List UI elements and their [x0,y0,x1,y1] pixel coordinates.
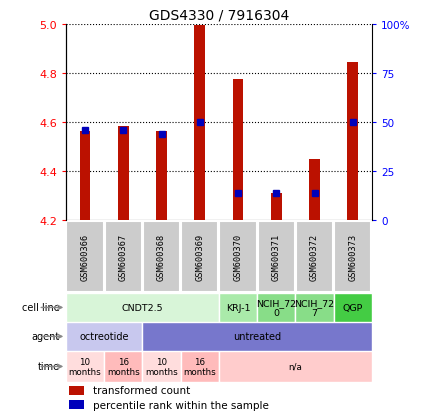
Text: GSM600368: GSM600368 [157,233,166,281]
Text: agent: agent [31,332,60,342]
Bar [219,222,257,292]
Bar [334,222,371,292]
Bar [69,400,84,409]
Bar [142,351,181,382]
Text: GSM600370: GSM600370 [233,233,243,281]
Bar [219,351,372,382]
Text: percentile rank within the sample: percentile rank within the sample [94,400,269,410]
Text: QGP: QGP [343,303,363,312]
Text: octreotide: octreotide [79,332,129,342]
Bar [334,293,372,322]
Bar [271,194,282,221]
Text: KRJ-1: KRJ-1 [226,303,250,312]
Text: 10
months: 10 months [68,357,102,376]
Bar [181,351,219,382]
Bar [258,222,295,292]
Bar [194,26,205,221]
Text: cell line: cell line [22,303,60,313]
Bar [66,293,219,322]
Text: GSM600367: GSM600367 [119,233,128,281]
Text: GSM600366: GSM600366 [80,233,90,281]
Text: GSM600371: GSM600371 [272,233,281,281]
Bar [309,160,320,221]
Text: NCIH_72
0: NCIH_72 0 [256,298,296,317]
Bar [347,63,358,221]
Bar [66,351,104,382]
Bar [104,351,142,382]
Bar [69,386,84,395]
Text: n/a: n/a [289,362,302,371]
Bar [181,222,218,292]
Bar [143,222,180,292]
Text: GSM600369: GSM600369 [195,233,204,281]
Text: GSM600372: GSM600372 [310,233,319,281]
Text: 16
months: 16 months [107,357,140,376]
Text: NCIH_72
7: NCIH_72 7 [295,298,334,317]
Text: 10
months: 10 months [145,357,178,376]
Bar [66,222,104,292]
Bar [66,322,142,351]
Text: transformed count: transformed count [94,385,191,395]
Bar [142,322,372,351]
Bar [296,222,333,292]
Text: CNDT2.5: CNDT2.5 [122,303,163,312]
Bar [118,126,129,221]
Bar [219,293,257,322]
Bar [295,293,334,322]
Text: untreated: untreated [233,332,281,342]
Bar [156,131,167,221]
Bar [105,222,142,292]
Title: GDS4330 / 7916304: GDS4330 / 7916304 [149,8,289,22]
Text: GSM600373: GSM600373 [348,233,357,281]
Bar [257,293,295,322]
Text: 16
months: 16 months [183,357,216,376]
Bar [79,131,91,221]
Text: time: time [38,361,60,372]
Bar [232,80,244,221]
